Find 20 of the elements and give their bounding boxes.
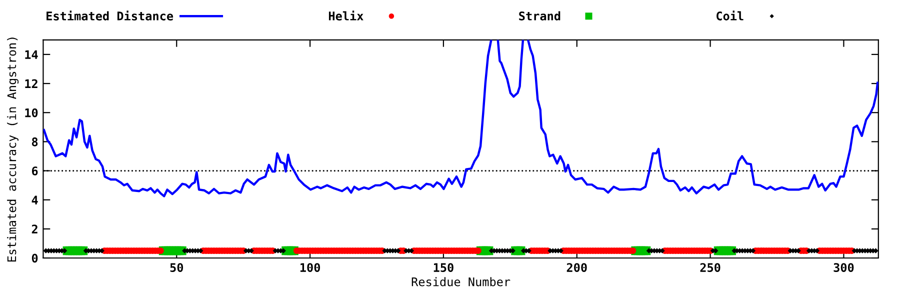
y-tick-label: 8 (32, 137, 38, 146)
x-tick-label: 200 (566, 263, 587, 272)
x-tick-label: 250 (700, 263, 720, 272)
y-tick-label: 6 (32, 166, 38, 176)
legend-label: Helix (328, 10, 364, 20)
x-tick-label: 150 (434, 263, 454, 272)
y-tick-label: 10 (25, 108, 38, 118)
x-tick-label: 50 (170, 263, 184, 272)
y-tick-label: 12 (25, 79, 38, 88)
y-tick-label: 4 (32, 196, 38, 204)
legend-label: Coil (716, 10, 744, 20)
x-axis-title: Residue Number (412, 277, 510, 286)
x-tick-label: 300 (834, 263, 854, 272)
y-axis-title: Estimated accuracy (in Angstron) (7, 38, 19, 262)
legend-label: Estimated Distance (46, 10, 174, 20)
y-tick-label: 0 (32, 254, 38, 263)
y-tick-label: 14 (25, 50, 38, 59)
legend-label: Strand (519, 11, 560, 20)
y-tick-label: 2 (32, 224, 38, 234)
x-tick-label: 100 (300, 263, 320, 272)
